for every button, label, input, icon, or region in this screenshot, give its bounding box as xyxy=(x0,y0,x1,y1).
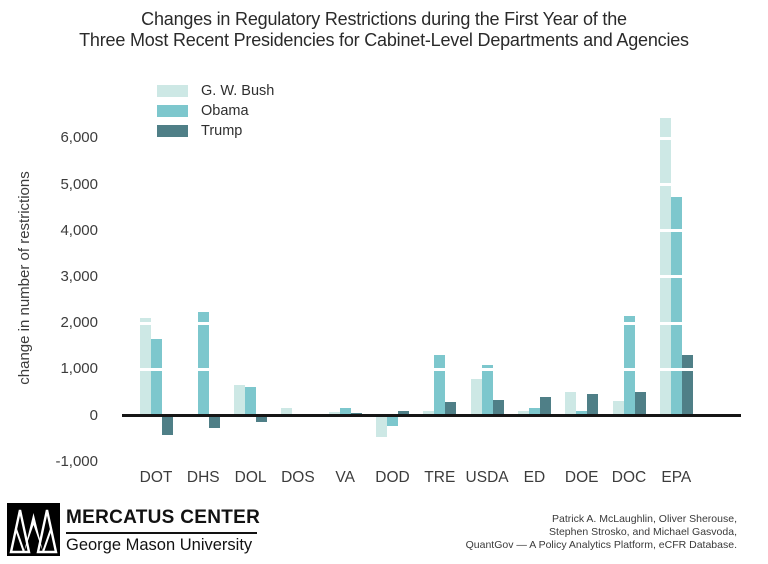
bar-ed-g-w-bush xyxy=(517,411,529,416)
y-axis-tick-5-000: 5,000 xyxy=(60,175,98,193)
x-axis-label-doe: DOE xyxy=(564,469,599,486)
bar-dot-obama xyxy=(150,339,162,416)
legend-label-g-w-bush: G. W. Bush xyxy=(201,83,275,99)
credits-line-1: Patrick A. McLaughlin, Oliver Sherouse, xyxy=(551,513,737,525)
footer-divider xyxy=(66,532,257,534)
chart-legend: G. W. Bush Obama Trump xyxy=(157,81,274,141)
chart-title-line-1: Changes in Regulatory Restrictions durin… xyxy=(141,9,627,29)
x-axis-label-dot: DOT xyxy=(139,469,173,486)
y-axis-tick-6-000: 6,000 xyxy=(60,129,98,147)
bar-doe-g-w-bush xyxy=(565,392,577,416)
bar-epa-trump xyxy=(681,354,693,416)
bar-dhs-trump xyxy=(208,415,220,428)
gridline-6000 xyxy=(122,136,741,140)
bar-dot-trump xyxy=(161,415,173,436)
bar-va-obama xyxy=(339,408,351,416)
bar-tre-trump xyxy=(445,402,457,416)
footer-org-name: MERCATUS CENTER xyxy=(66,507,261,528)
mercatus-logo-icon xyxy=(7,503,60,556)
bar-ed-obama xyxy=(528,408,540,416)
bar-dol-obama xyxy=(245,387,257,416)
chart-title: Changes in Regulatory Restrictions durin… xyxy=(0,9,768,51)
bar-doc-obama xyxy=(623,315,635,416)
bar-dod-trump xyxy=(398,411,409,416)
bar-dod-obama xyxy=(387,415,398,426)
gridline-4000 xyxy=(122,229,741,233)
mercatus-logo xyxy=(7,503,60,556)
bar-dod-g-w-bush xyxy=(376,415,387,438)
x-axis-label-dhs: DHS xyxy=(186,469,220,486)
legend-swatch-g-w-bush xyxy=(157,85,188,97)
chart-credits: Patrick A. McLaughlin, Oliver Sherouse, … xyxy=(466,513,737,552)
bar-ed-trump xyxy=(539,397,551,416)
gridline-3000 xyxy=(122,275,741,279)
legend-swatch-trump xyxy=(157,125,188,137)
bar-va-g-w-bush xyxy=(328,412,340,416)
x-axis-label-ed: ED xyxy=(523,469,546,486)
legend-item-trump: Trump xyxy=(157,121,274,141)
bar-tre-g-w-bush xyxy=(423,411,435,416)
y-axis-tick-1-000: 1,000 xyxy=(60,360,98,378)
legend-item-g-w-bush: G. W. Bush xyxy=(157,81,274,101)
bar-doc-trump xyxy=(634,391,646,416)
bar-usda-g-w-bush xyxy=(470,379,482,416)
legend-swatch-obama xyxy=(157,105,188,117)
bar-epa-g-w-bush xyxy=(659,117,671,416)
chart-title-line-2: Three Most Recent Presidencies for Cabin… xyxy=(79,30,689,50)
legend-label-obama: Obama xyxy=(201,103,249,119)
y-axis-tick-0: 0 xyxy=(89,406,98,424)
x-axis-label-usda: USDA xyxy=(465,469,509,486)
bar-dot-g-w-bush xyxy=(139,318,151,416)
bar-tre-obama xyxy=(434,355,446,416)
gridline-2000 xyxy=(122,321,741,325)
legend-label-trump: Trump xyxy=(201,123,243,139)
gridline-5000 xyxy=(122,183,741,186)
credits-line-3: QuantGov — A Policy Analytics Platform, … xyxy=(465,539,737,551)
x-axis-label-dos: DOS xyxy=(281,469,315,486)
bar-dhs-obama xyxy=(197,311,209,416)
y-axis-tick-1-000: -1,000 xyxy=(55,452,98,470)
bar-dol-trump xyxy=(256,415,268,423)
bar-dos-g-w-bush xyxy=(281,407,293,416)
x-axis-label-dol: DOL xyxy=(234,469,267,486)
gridline-1000 xyxy=(122,367,741,371)
bar-usda-obama xyxy=(481,365,493,416)
bar-dol-g-w-bush xyxy=(234,385,246,416)
bar-doc-g-w-bush xyxy=(612,401,624,416)
x-axis-label-dod: DOD xyxy=(375,469,410,486)
x-axis-label-tre: TRE xyxy=(424,469,456,486)
y-axis-tick-3-000: 3,000 xyxy=(60,267,98,285)
bar-doe-obama xyxy=(576,411,588,416)
x-axis-line xyxy=(122,414,741,417)
x-axis-label-va: VA xyxy=(335,469,355,486)
x-axis-label-epa: EPA xyxy=(661,469,692,486)
bar-epa-obama xyxy=(670,196,682,416)
legend-item-obama: Obama xyxy=(157,101,274,121)
credits-line-2: Stephen Strosko, and Michael Gasvoda, xyxy=(549,526,737,538)
x-axis-label-doc: DOC xyxy=(611,469,647,486)
bar-usda-trump xyxy=(492,400,504,416)
footer-university: George Mason University xyxy=(66,536,253,554)
y-axis-tick-2-000: 2,000 xyxy=(60,314,98,332)
bar-doe-trump xyxy=(587,393,599,416)
footer-branding: MERCATUS CENTER George Mason University xyxy=(66,507,260,555)
y-axis-tick-4-000: 4,000 xyxy=(60,221,98,239)
